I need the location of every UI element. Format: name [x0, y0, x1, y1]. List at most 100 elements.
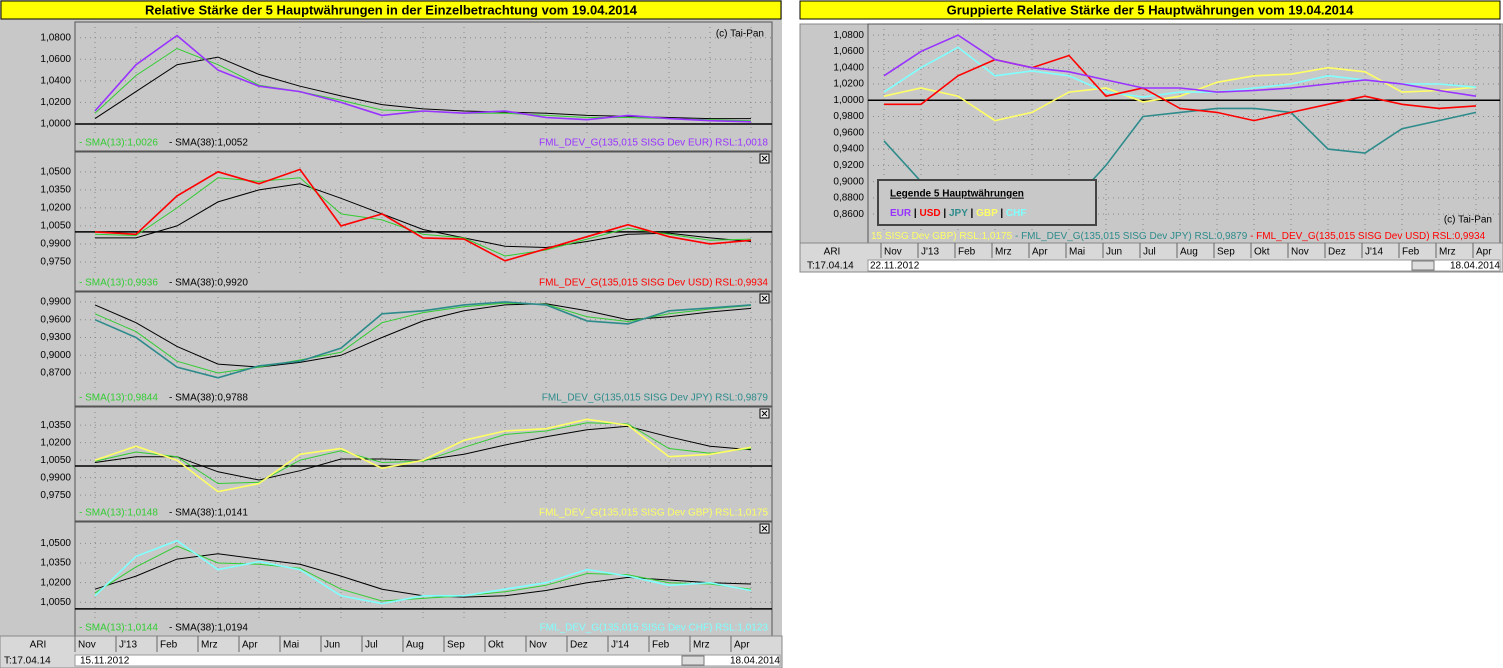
y-tick-label: 0,9750 [40, 257, 71, 268]
x-tick-label: Mai [283, 640, 299, 651]
close-icon [761, 525, 768, 532]
scrollbar [74, 654, 781, 667]
x-tick-label: Feb [160, 640, 178, 651]
legend-sma38: - SMA(38):1,0052 [169, 138, 248, 149]
y-tick-label: 1,0400 [833, 62, 864, 73]
series-line [883, 66, 1477, 122]
y-tick-label: 0,9300 [40, 332, 71, 343]
legend-entry: CHF [1006, 208, 1027, 219]
legend-sma13: - SMA(13):1,0026 [79, 138, 158, 149]
legend-main: FML_DEV_G(135,015 SISG Dev USD) RSL:0,99… [539, 278, 768, 289]
x-tick-label: Feb [1402, 247, 1420, 258]
series-line [94, 177, 752, 257]
left-title: Relative Stärke der 5 Hauptwährungen in … [145, 2, 638, 17]
y-tick-label: 0,9600 [833, 127, 864, 138]
y-tick-label: 1,0400 [40, 75, 71, 86]
y-tick-label: 1,0600 [40, 54, 71, 65]
x-tick-label: Jul [1143, 247, 1156, 258]
x-tick-label: Jun [1106, 247, 1122, 258]
right-title: Gruppierte Relative Stärke der 5 Hauptwä… [947, 2, 1355, 17]
y-tick-label: 0,9400 [833, 144, 864, 155]
legend-separator: | [968, 208, 976, 219]
x-tick-label: Sep [1217, 247, 1235, 258]
legend-entries: EUR | USD | JPY | GBP | CHF [890, 208, 1026, 219]
series-line [94, 422, 752, 485]
y-tick-label: 1,0500 [40, 166, 71, 177]
y-tick-label: 0,9600 [40, 314, 71, 325]
legend-separator: | [998, 208, 1006, 219]
y-tick-label: 0,9900 [40, 297, 71, 308]
legend-title: Legende 5 Hauptwährungen [890, 189, 1024, 200]
x-tick-label: Sep [447, 640, 465, 651]
x-tick-label: Jul [365, 640, 378, 651]
legend-entry: GBP [976, 208, 998, 219]
legend-box [877, 179, 1097, 226]
legend-sma13: - SMA(13):1,0144 [79, 623, 158, 634]
x-tick-label: Jun [324, 640, 340, 651]
y-tick-label: 1,0000 [40, 119, 71, 130]
instrument-label: ARI [824, 247, 841, 258]
y-tick-label: 1,0800 [40, 32, 71, 43]
legend-entry: EUR [890, 208, 912, 219]
legend-main: FML_DEV_G(135,015 SISG Dev JPY) RSL:0,98… [542, 393, 769, 404]
y-tick-label: 0,9900 [40, 239, 71, 250]
copyright: (c) Tai-Pan [1444, 215, 1492, 226]
left-title-bar [0, 0, 782, 20]
legend-sma38: - SMA(38):1,0194 [169, 623, 248, 634]
x-tick-label: Feb [958, 247, 976, 258]
close-icon [761, 295, 768, 302]
y-tick-label: 1,0600 [833, 46, 864, 57]
y-tick-label: 1,0050 [40, 597, 71, 608]
series-line [94, 545, 752, 602]
legend-main: FML_DEV_G(135,015 SISG Dev EUR) RSL:1,00… [539, 138, 768, 149]
x-tick-label: Mai [1069, 247, 1085, 258]
instrument-label: ARI [30, 640, 47, 651]
legend-main: FML_DEV_G(135,015 SISG Dev GBP) RSL:1,01… [539, 508, 768, 519]
series-line [94, 301, 752, 379]
x-tick-label: Okt [488, 640, 504, 651]
y-tick-label: 1,0200 [40, 577, 71, 588]
x-tick-label: Apr [734, 640, 750, 651]
legend-sma38: - SMA(38):0,9920 [169, 278, 248, 289]
series-line [95, 183, 752, 249]
series-line [94, 539, 752, 605]
y-tick-label: 0,8700 [40, 368, 71, 379]
series-line [884, 54, 1477, 122]
legend-entry: USD [919, 208, 940, 219]
copyright: (c) Tai-Pan [716, 29, 764, 40]
x-tick-label: Nov [529, 640, 547, 651]
legend-separator: | [911, 208, 919, 219]
x-tick-label: Feb [652, 640, 670, 651]
legend-sma38: - SMA(38):1,0141 [169, 508, 248, 519]
x-tick-label: J'14 [611, 640, 629, 651]
y-tick-label: 1,0350 [40, 420, 71, 431]
legend-entry: JPY [949, 208, 968, 219]
right-title-bar [799, 0, 1501, 20]
x-tick-label: Aug [406, 640, 424, 651]
series-line [883, 34, 1477, 97]
x-tick-label: Dez [1328, 247, 1346, 258]
y-tick-label: 0,8800 [833, 193, 864, 204]
x-tick-label: Apr [1032, 247, 1048, 258]
x-tick-label: Apr [242, 640, 258, 651]
x-tick-label: Mrz [201, 640, 218, 651]
close-icon [761, 410, 768, 417]
y-tick-label: 0,8600 [833, 209, 864, 220]
y-tick-label: 1,0800 [833, 30, 864, 41]
scroll-thumb [681, 655, 705, 666]
y-tick-label: 1,0050 [40, 455, 71, 466]
x-tick-label: Dez [570, 640, 588, 651]
legend-main: FML_DEV_G(135,015 SISG Dev CHF) RSL:1,01… [540, 623, 769, 634]
legend-sma13: - SMA(13):0,9936 [79, 278, 158, 289]
start-date: 22.11.2012 [870, 261, 920, 272]
end-date: 18.04.2014 [730, 656, 780, 667]
y-tick-label: 1,0350 [40, 558, 71, 569]
series-line [94, 168, 752, 262]
series-line [94, 34, 752, 123]
legend-line-part: - FML_DEV_G(135,015 SISG Dev USD) RSL:0,… [1247, 231, 1485, 242]
y-tick-label: 1,0500 [40, 538, 71, 549]
y-tick-label: 1,0200 [833, 79, 864, 90]
y-tick-label: 1,0200 [40, 97, 71, 108]
